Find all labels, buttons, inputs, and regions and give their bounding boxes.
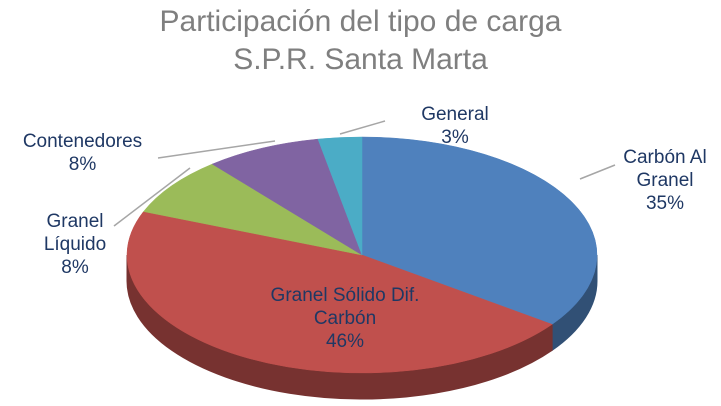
category-label: Granel Sólido Dif. Carbón: [270, 285, 420, 329]
value-label: 8%: [61, 257, 89, 278]
slice: [211, 138, 363, 256]
leader-line: [579, 164, 616, 180]
data-label: Granel Líquido 8%: [20, 210, 130, 279]
category-label: Carbón Al Granel: [623, 147, 707, 191]
leader-line: [113, 167, 191, 227]
leader-lines: [113, 120, 616, 227]
chart-subtitle: S.P.R. Santa Marta: [233, 43, 488, 76]
slice: [317, 136, 363, 256]
value-label: 46%: [325, 331, 365, 352]
value-label: 3%: [441, 127, 469, 148]
data-label: Carbón Al Granel 35%: [605, 146, 721, 215]
category-label: General: [421, 104, 489, 125]
data-label: Granel Sólido Dif. Carbón 46%: [265, 284, 425, 353]
data-label: Contenedores 8%: [0, 130, 165, 176]
chart-title: Participación del tipo de carga: [159, 5, 562, 38]
slice: [361, 136, 598, 325]
category-label: Contenedores: [22, 131, 143, 152]
leader-line: [157, 140, 276, 159]
slice: [143, 163, 363, 256]
value-label: 8%: [68, 154, 97, 175]
category-label: Granel Líquido: [43, 211, 107, 255]
slice: [126, 211, 553, 374]
value-label: 35%: [645, 193, 685, 214]
data-label: General 3%: [405, 103, 505, 149]
leader-line: [339, 120, 386, 135]
